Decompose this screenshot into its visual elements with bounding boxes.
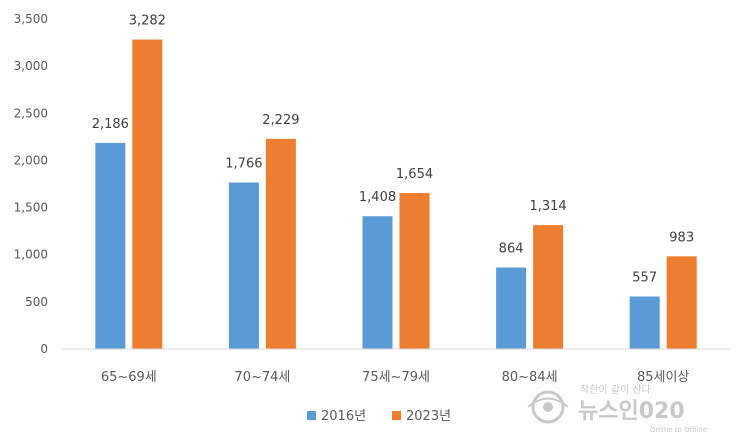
bar-2016-1 xyxy=(228,182,259,349)
y-tick-label: 2,000 xyxy=(14,153,48,167)
data-label: 1,766 xyxy=(225,156,262,171)
x-category-label: 80~84세 xyxy=(502,370,558,385)
x-category-label: 70~74세 xyxy=(234,370,290,385)
watermark: 착한이 같이 산다 뉴스인020 Online to Offline xyxy=(527,384,707,434)
bar-2023-3 xyxy=(533,225,564,349)
watermark-sub: Online to Offline xyxy=(650,426,707,434)
bar-2023-2 xyxy=(399,193,430,349)
y-tick-label: 3,500 xyxy=(14,12,48,26)
data-label: 1,654 xyxy=(396,167,433,182)
y-tick-label: 3,000 xyxy=(14,59,48,73)
y-tick-label: 2,500 xyxy=(14,106,48,120)
bar-2023-0 xyxy=(132,39,163,349)
data-label: 2,229 xyxy=(262,113,299,128)
legend-swatch xyxy=(392,411,401,420)
bar-2023-1 xyxy=(265,138,296,349)
data-label: 557 xyxy=(632,270,657,285)
data-label: 3,282 xyxy=(129,14,166,29)
data-label: 1,408 xyxy=(359,190,396,205)
watermark-tagline: 착한이 같이 산다 xyxy=(580,384,651,396)
data-label: 2,186 xyxy=(92,117,129,132)
legend: 2016년 2023년 xyxy=(307,409,451,424)
x-category-label: 75세~79세 xyxy=(362,370,430,385)
watermark-brand: 뉴스인020 xyxy=(578,399,685,424)
bar-2016-4 xyxy=(629,296,660,349)
y-axis: 0 500 1,000 1,500 2,000 2,500 3,000 3,500 xyxy=(14,12,48,356)
y-tick-label: 0 xyxy=(40,342,48,356)
x-category-label: 65~69세 xyxy=(101,370,157,385)
legend-label: 2016년 xyxy=(321,409,366,424)
legend-label: 2023년 xyxy=(406,409,451,424)
bar-2016-0 xyxy=(95,142,126,349)
bars: 2,186 1,766 1,408 864 557 3,282 2,229 1,654 1,31… xyxy=(92,14,697,349)
data-label: 864 xyxy=(499,242,524,257)
y-tick-label: 500 xyxy=(25,295,48,309)
data-label: 983 xyxy=(669,230,694,245)
bar-2016-2 xyxy=(362,216,393,349)
legend-swatch xyxy=(307,411,316,420)
data-label: 1,314 xyxy=(529,199,566,214)
y-tick-label: 1,000 xyxy=(14,248,48,262)
x-axis: 65~69세 70~74세 75세~79세 80~84세 85세이상 xyxy=(62,348,730,385)
x-category-label: 85세이상 xyxy=(637,370,689,385)
bar-2023-4 xyxy=(666,256,697,349)
y-tick-label: 1,500 xyxy=(14,201,48,215)
bar-2016-3 xyxy=(496,267,527,349)
eye-logo-icon xyxy=(527,390,569,424)
